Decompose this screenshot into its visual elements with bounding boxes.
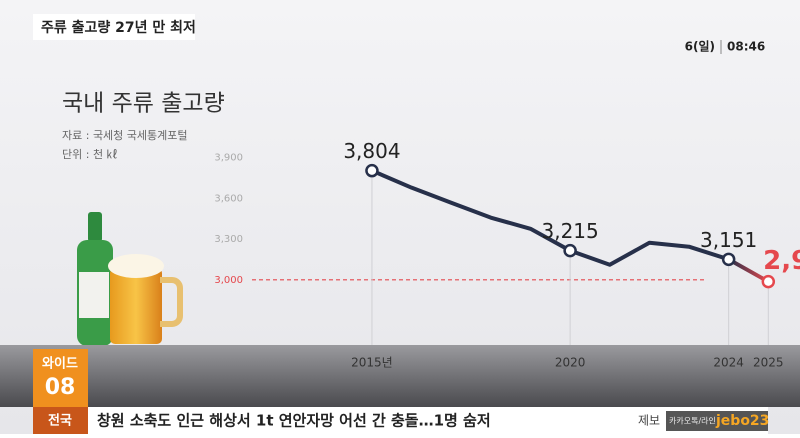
data-label: 3,151	[700, 228, 757, 252]
headline: 주류 출고량 27년 만 최저	[41, 19, 196, 36]
x-tick-label: 2025	[753, 356, 784, 370]
ticker-bar	[33, 407, 768, 434]
report-box	[666, 411, 768, 431]
x-tick-label: 2020	[555, 356, 586, 370]
program-number: 08	[45, 375, 76, 400]
drinks-illustration	[77, 212, 183, 346]
lower-band	[0, 345, 800, 407]
unit: 단위 : 천 ㎘	[62, 147, 118, 161]
source: 자료 : 국세청 국세통계포털	[62, 129, 188, 142]
program: 와이드	[42, 356, 78, 372]
data-label: 3,215	[541, 219, 598, 243]
chart-title: 국내 주류 출고량	[62, 91, 225, 117]
x-tick-label: 2024	[713, 356, 744, 370]
data-point	[563, 243, 577, 258]
data-point	[365, 163, 379, 178]
region: 전국	[48, 413, 72, 429]
program-box	[33, 349, 88, 407]
y-tick-label: 3,900	[214, 153, 243, 164]
report-id: jebo23	[715, 413, 769, 429]
region-box	[33, 407, 88, 434]
date: 6(일)	[685, 40, 715, 54]
highlight-label: 2,987	[763, 246, 800, 276]
time: 08:46	[727, 40, 765, 54]
y-tick-label: 3,600	[214, 193, 243, 204]
y-tick-label: 3,000	[214, 275, 243, 286]
x-tick-label: 2015년	[351, 356, 393, 370]
data-label: 3,804	[343, 139, 400, 163]
channels: 카카오톡/라인	[669, 416, 716, 426]
report: 제보	[638, 414, 660, 428]
data-point	[721, 252, 736, 267]
ticker: 창원 소축도 인근 해상서 1t 연안자망 어선 간 충돌…1명 숨저	[97, 412, 491, 430]
headline-box	[33, 14, 195, 40]
data-point	[761, 274, 776, 289]
y-tick-label: 3,300	[214, 234, 243, 245]
